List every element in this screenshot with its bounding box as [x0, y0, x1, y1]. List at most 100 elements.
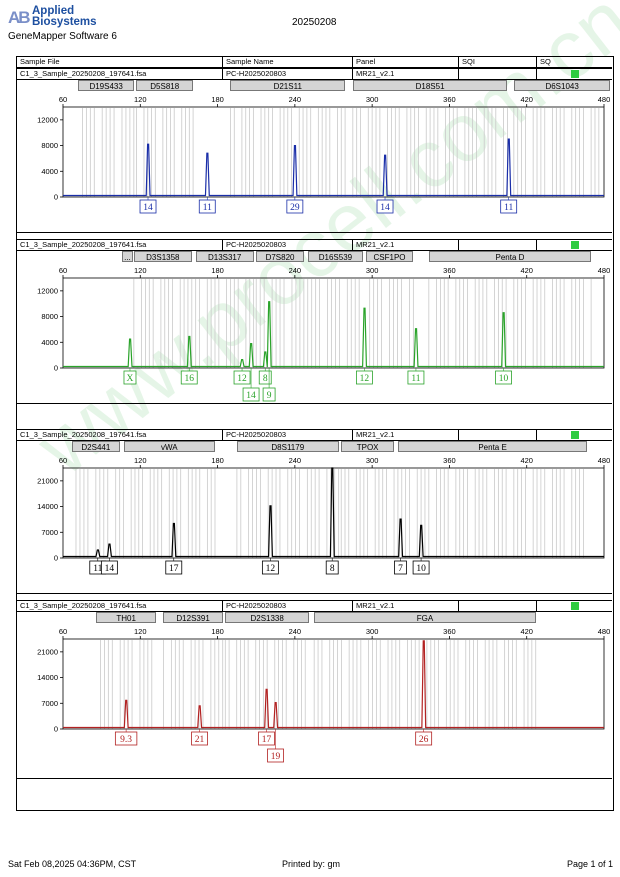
x-tick-label: 240	[289, 627, 302, 636]
marker-label[interactable]: D12S391	[163, 612, 223, 623]
x-tick-label: 480	[598, 456, 611, 465]
x-tick-label: 300	[366, 456, 379, 465]
allele-call-box	[500, 199, 518, 214]
col-panel: Panel	[356, 57, 376, 66]
marker-label[interactable]: D8S1179	[236, 441, 339, 452]
allele-call-box	[376, 199, 394, 214]
allele-call-box	[258, 731, 275, 746]
y-tick-label: 4000	[41, 338, 58, 347]
sample-name: PC-H2025020803	[226, 240, 287, 249]
marker-label[interactable]: D16S539	[307, 251, 364, 262]
allele-call-box	[180, 370, 198, 385]
y-tick-label: 12000	[37, 286, 58, 295]
software-name: GeneMapper Software 6	[8, 31, 117, 42]
marker-label[interactable]: D3S1358	[133, 251, 192, 262]
electropherogram-panel: C1_3_Sample_20250208_197641.fsa PC-H20250…	[16, 600, 612, 779]
marker-label[interactable]: TH01	[96, 612, 156, 623]
x-tick-label: 240	[289, 266, 302, 275]
allele-call-box	[100, 560, 118, 575]
x-tick-label: 360	[443, 95, 456, 104]
marker-label[interactable]: TPOX	[341, 441, 395, 452]
y-tick-label: 12000	[37, 115, 58, 124]
marker-label[interactable]: D7S820	[256, 251, 304, 262]
allele-call-box	[415, 731, 433, 746]
sample-name: PC-H2025020803	[226, 601, 287, 610]
allele-call-label: 10	[416, 564, 426, 574]
electropherogram-panel: C1_3_Sample_20250208_197641.fsa PC-H20250…	[16, 68, 612, 233]
x-tick-label: 420	[520, 95, 533, 104]
panel-separator	[16, 403, 612, 404]
sample-file-name: C1_3_Sample_20250208_197641.fsa	[20, 240, 147, 249]
report-frame	[16, 56, 614, 811]
report-date: 20250208	[292, 17, 337, 28]
brand-line2: Biosystems	[32, 15, 97, 28]
allele-call-label: 26	[419, 735, 429, 745]
x-tick-label: 300	[366, 627, 379, 636]
sample-file-name: C1_3_Sample_20250208_197641.fsa	[20, 69, 147, 78]
marker-label[interactable]: FGA	[314, 612, 536, 623]
y-tick-label: 0	[54, 364, 58, 373]
x-tick-label: 60	[59, 627, 67, 636]
marker-label[interactable]: D2S1338	[225, 612, 310, 623]
x-tick-label: 300	[366, 95, 379, 104]
marker-label[interactable]: D18S51	[352, 80, 508, 91]
marker-label[interactable]: D2S441	[72, 441, 120, 452]
marker-label[interactable]: CSF1PO	[365, 251, 414, 262]
panel-header-row: C1_3_Sample_20250208_197641.fsa PC-H20250…	[16, 429, 612, 441]
x-tick-label: 240	[289, 456, 302, 465]
plot-frame	[62, 277, 605, 369]
panel-header-row: C1_3_Sample_20250208_197641.fsa PC-H20250…	[16, 600, 612, 612]
sample-file-name: C1_3_Sample_20250208_197641.fsa	[20, 601, 147, 610]
x-tick-label: 360	[443, 627, 456, 636]
allele-call-box	[191, 731, 208, 746]
electropherogram-plot: 60 120 180 240 300 360 420 480 0 4000 8000 12000 14 1…	[37, 95, 610, 214]
marker-label[interactable]: Penta D	[428, 251, 592, 262]
x-tick-label: 480	[598, 266, 611, 275]
marker-label[interactable]: ...	[122, 251, 133, 262]
applied-biosystems-logo: AB Applied Biosystems	[8, 6, 108, 30]
plot-frame	[62, 467, 605, 559]
allele-call-label: 11	[504, 203, 513, 213]
allele-call-label: 17	[169, 564, 179, 574]
marker-bar: D2S441 vWA D8S1179 TPOX Penta E	[16, 441, 612, 455]
marker-label[interactable]: D19S433	[78, 80, 134, 91]
allele-call-label: 16	[184, 374, 194, 384]
panel-name: MR21_v2.1	[356, 601, 395, 610]
y-tick-label: 21000	[37, 647, 58, 656]
x-tick-label: 360	[443, 456, 456, 465]
allele-call-label: 8	[330, 564, 335, 574]
x-tick-label: 420	[520, 266, 533, 275]
allele-call-box	[267, 748, 284, 763]
electropherogram-panel: C1_3_Sample_20250208_197641.fsa PC-H20250…	[16, 239, 612, 404]
marker-label[interactable]: D6S1043	[513, 80, 611, 91]
allele-call-box	[233, 370, 251, 385]
marker-label[interactable]: Penta E	[397, 441, 588, 452]
x-tick-label: 60	[59, 95, 67, 104]
marker-label[interactable]: D5S818	[136, 80, 194, 91]
allele-call-label: 14	[105, 564, 115, 574]
x-tick-label: 60	[59, 266, 67, 275]
signal-trace	[63, 467, 604, 558]
allele-call-box	[139, 199, 157, 214]
footer-timestamp: Sat Feb 08,2025 04:36PM, CST	[8, 859, 137, 869]
footer-page: Page 1 of 1	[567, 859, 614, 869]
marker-label[interactable]: D21S11	[230, 80, 346, 91]
marker-label[interactable]: vWA	[123, 441, 215, 452]
marker-label[interactable]: D13S317	[195, 251, 254, 262]
allele-call-box	[262, 387, 276, 402]
y-tick-label: 0	[54, 193, 58, 202]
x-tick-label: 480	[598, 627, 611, 636]
panel-header-row: C1_3_Sample_20250208_197641.fsa PC-H20250…	[16, 239, 612, 251]
allele-call-label: 29	[290, 203, 300, 213]
allele-call-label: 8	[263, 374, 268, 384]
marker-bar: D19S433 D5S818 D21S11 D18S51 D6S1043	[16, 80, 612, 94]
allele-call-label: 14	[143, 203, 153, 213]
allele-call-box	[356, 370, 373, 385]
allele-call-box	[495, 370, 512, 385]
col-sample-name: Sample Name	[226, 57, 274, 66]
panel-name: MR21_v2.1	[356, 69, 395, 78]
y-tick-label: 7000	[41, 699, 58, 708]
allele-call-label: 12	[360, 374, 370, 384]
allele-call-label: 17	[262, 735, 272, 745]
allele-call-label: 12	[266, 564, 276, 574]
